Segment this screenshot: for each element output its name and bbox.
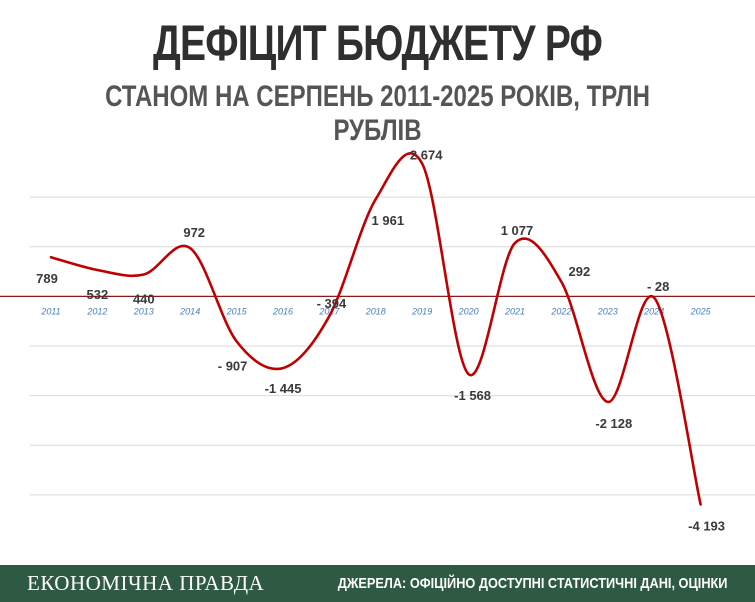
chart-subtitle: СТАНОМ НА СЕРПЕНЬ 2011-2025 РОКІВ, ТРЛН … [105,80,650,147]
x-tick-label: 2018 [365,306,386,316]
data-label: 1 961 [372,213,405,228]
x-axis-ticks: 2011 2012 2013 2014 2015 2016 2017 2018 2019 2020… [40,306,711,316]
gridlines [30,196,755,496]
data-label: -1 568 [454,388,491,403]
series-line [49,152,702,506]
data-label: -4 193 [688,518,725,533]
x-tick-label: 2024 [643,306,664,316]
data-label: 1 077 [501,223,534,238]
data-label: - 28 [647,279,669,294]
x-tick-label: 2025 [690,306,712,316]
data-label: 532 [87,287,109,302]
x-tick-label: 2019 [411,306,432,316]
data-label: 292 [569,264,591,279]
data-label: - 394 [317,296,347,311]
footer-bar: ЕКОНОМІЧНА ПРАВДА ДЖЕРЕЛА: ОФІЦІЙНО ДОСТ… [0,565,755,602]
data-label: -2 128 [595,416,632,431]
x-tick-label: 2015 [226,306,248,316]
data-label: - 907 [218,358,248,373]
x-tick-label: 2012 [86,306,107,316]
brand-logo: ЕКОНОМІЧНА ПРАВДА [27,571,265,595]
x-tick-label: 2020 [458,306,479,316]
data-label: 789 [36,271,58,286]
data-label: 440 [133,292,155,307]
data-labels: 789 532 440 972 - 907 -1 445 - 394 1 961 2 674 -1… [36,148,725,534]
data-label: 2 674 [410,148,443,163]
deficit-series-line [49,152,702,506]
data-label: 972 [183,225,205,240]
x-tick-label: 2022 [550,306,571,316]
x-tick-label: 2016 [272,306,293,316]
source-note: ДЖЕРЕЛА: ОФІЦІЙНО ДОСТУПНІ СТАТИСТИЧНІ Д… [337,575,727,592]
x-tick-label: 2017 [318,306,340,316]
x-tick-label: 2013 [133,306,154,316]
data-label: -1 445 [265,381,302,396]
line-chart: 2011 2012 2013 2014 2015 2016 2017 2018 2019 2020… [0,148,755,534]
chart-title: ДЕФІЦИТ БЮДЖЕТУ РФ [152,15,603,71]
x-tick-label: 2023 [597,306,618,316]
x-tick-label: 2014 [179,306,200,316]
x-tick-label: 2021 [504,306,525,316]
x-tick-label: 2011 [40,306,60,316]
